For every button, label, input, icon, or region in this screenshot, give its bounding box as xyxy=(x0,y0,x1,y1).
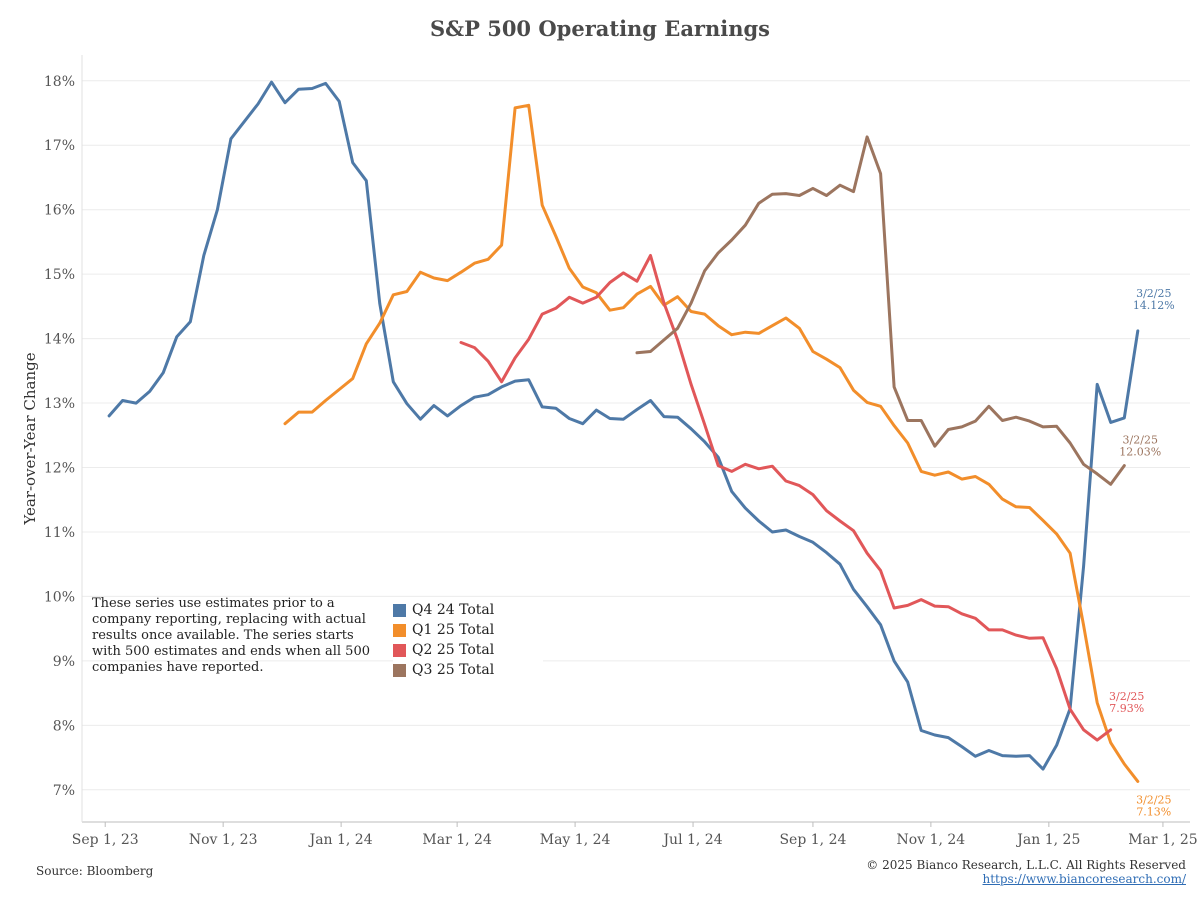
legend-item: Q2 25 Total xyxy=(393,640,543,660)
y-tick-label: 18% xyxy=(44,74,75,90)
legend-label: Q2 25 Total xyxy=(412,642,495,658)
end-label-date: 3/2/25 xyxy=(1109,690,1144,703)
legend-swatch xyxy=(393,643,406,657)
series-line-q3-25-total xyxy=(635,135,1126,486)
series-line-q1-25-total xyxy=(283,103,1140,783)
end-label-date: 3/2/25 xyxy=(1136,287,1171,300)
end-labels: 3/2/2514.12%3/2/257.13%3/2/257.93%3/2/25… xyxy=(1109,287,1175,819)
y-tick-label: 7% xyxy=(53,783,75,799)
end-label-date: 3/2/25 xyxy=(1123,434,1158,447)
legend-item: Q3 25 Total xyxy=(393,660,543,680)
end-label-value: 7.13% xyxy=(1136,805,1171,818)
y-tick-label: 16% xyxy=(44,203,75,219)
y-tick-label: 15% xyxy=(44,267,75,283)
legend-item: Q1 25 Total xyxy=(393,620,543,640)
legend-label: Q3 25 Total xyxy=(412,662,495,678)
source-note: Source: Bloomberg xyxy=(36,864,154,878)
legend-swatch xyxy=(393,623,406,637)
x-tick-label: Mar 1, 24 xyxy=(422,832,492,848)
series-lines xyxy=(107,80,1140,783)
x-tick-label: Sep 1, 24 xyxy=(779,832,846,848)
x-tick-label: May 1, 24 xyxy=(540,832,611,848)
x-tick-label: Jul 1, 24 xyxy=(661,832,722,848)
y-tick-label: 17% xyxy=(44,138,75,154)
chart-title: S&P 500 Operating Earnings xyxy=(429,16,771,41)
end-label-date: 3/2/25 xyxy=(1136,793,1171,806)
y-tick-label: 13% xyxy=(44,396,75,412)
legend-swatch xyxy=(393,603,406,617)
x-tick-label: Jan 1, 25 xyxy=(1015,832,1080,848)
end-label-value: 14.12% xyxy=(1133,299,1175,312)
x-tick-label: Nov 1, 24 xyxy=(897,832,966,848)
legend-swatch xyxy=(393,663,406,677)
end-label-value: 7.93% xyxy=(1109,702,1144,715)
legend: Q4 24 Total Q1 25 Total Q2 25 Total Q3 25 T… xyxy=(393,600,543,680)
x-tick-label: Mar 1, 25 xyxy=(1128,832,1197,848)
legend-label: Q1 25 Total xyxy=(412,622,495,638)
x-tick-label: Sep 1, 23 xyxy=(72,832,139,848)
x-tick-label: Jan 1, 24 xyxy=(308,832,373,848)
grid-lines xyxy=(82,80,1190,791)
x-tick-label: Nov 1, 23 xyxy=(189,832,258,848)
y-axis-title: Year-over-Year Change xyxy=(21,352,39,525)
legend-label: Q4 24 Total xyxy=(412,602,495,618)
axes: 7% 8% 9% 10% 11% 12% 13% 14% 15% 16% 17% 18% Sep 1, … xyxy=(21,55,1198,848)
copyright-text: © 2025 Bianco Research, L.L.C. All Right… xyxy=(866,858,1186,872)
footer-credits: © 2025 Bianco Research, L.L.C. All Right… xyxy=(866,858,1186,886)
y-tick-label: 9% xyxy=(53,654,75,670)
website-link[interactable]: https://www.biancoresearch.com/ xyxy=(982,872,1186,886)
y-tick-label: 8% xyxy=(53,718,75,734)
y-tick-label: 12% xyxy=(44,461,75,477)
series-line-q2-25-total xyxy=(459,254,1113,742)
end-label-value: 12.03% xyxy=(1119,446,1161,459)
y-tick-label: 10% xyxy=(44,589,75,605)
y-tick-label: 11% xyxy=(44,525,75,541)
legend-item: Q4 24 Total xyxy=(393,600,543,620)
methodology-note: These series use estimates prior to a co… xyxy=(92,596,370,675)
y-tick-label: 14% xyxy=(44,332,75,348)
series-line-q4-24-total xyxy=(107,80,1140,771)
